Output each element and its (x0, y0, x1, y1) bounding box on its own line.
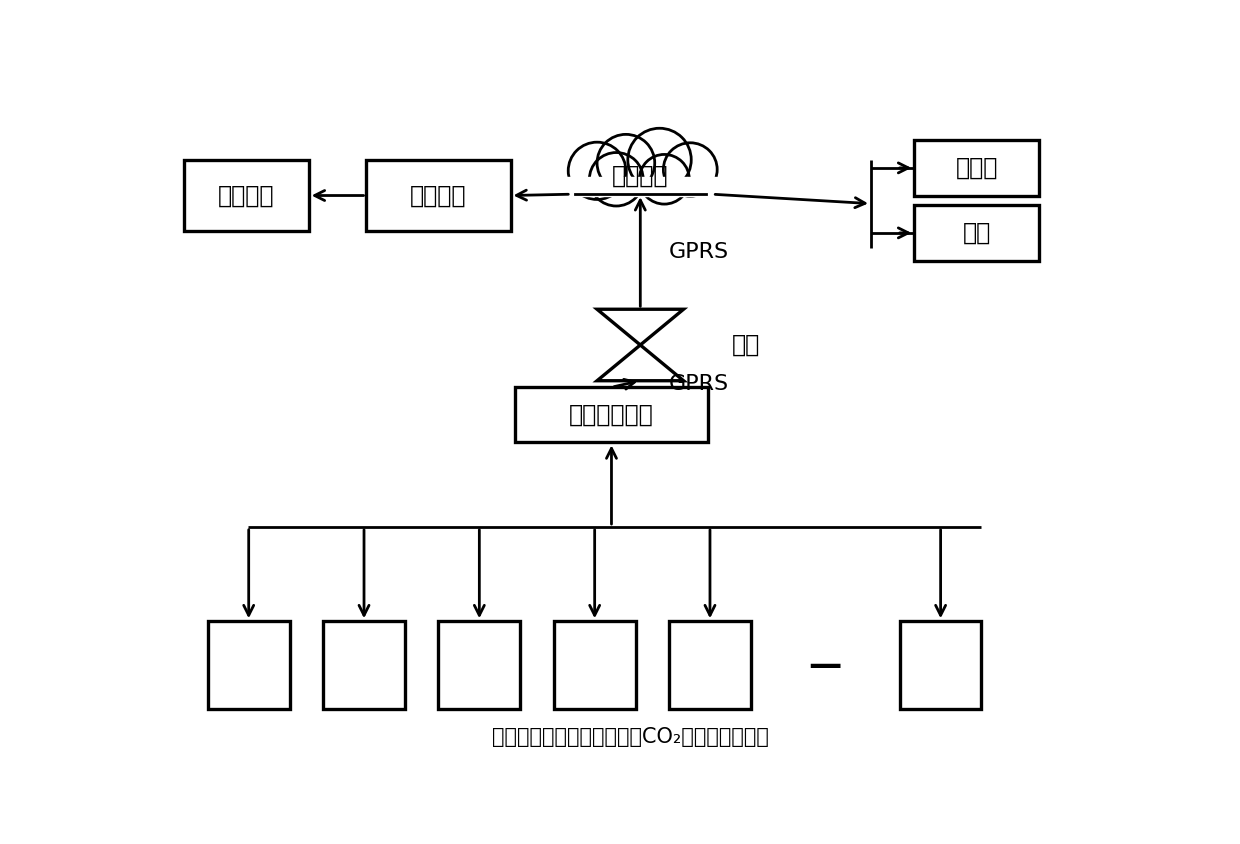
Text: —: — (808, 648, 842, 682)
Text: 云服务器: 云服务器 (613, 164, 668, 188)
Ellipse shape (627, 128, 691, 192)
Bar (324, 621, 404, 709)
Text: 报警: 报警 (962, 221, 991, 245)
Bar (184, 160, 309, 231)
Bar (516, 387, 708, 442)
Bar (367, 160, 511, 231)
Bar (914, 205, 1039, 261)
Bar (439, 621, 521, 709)
Text: GPRS: GPRS (670, 374, 729, 394)
Bar (900, 621, 982, 709)
Ellipse shape (589, 153, 644, 206)
Ellipse shape (663, 143, 717, 197)
Ellipse shape (640, 154, 689, 204)
Bar (914, 140, 1039, 196)
Text: 基站: 基站 (732, 333, 760, 357)
Text: 传感器集中器: 传感器集中器 (569, 403, 653, 427)
Text: 上位机: 上位机 (956, 156, 998, 180)
Text: GPRS: GPRS (670, 241, 729, 262)
Bar (563, 177, 717, 196)
Ellipse shape (568, 142, 626, 199)
Polygon shape (596, 345, 683, 381)
Text: 被控对象: 被控对象 (218, 183, 274, 208)
Bar (208, 621, 290, 709)
Text: 温度、湿度、光照、风速、CO₂、臭氧等传感器: 温度、湿度、光照、风速、CO₂、臭氧等传感器 (492, 727, 769, 747)
Ellipse shape (596, 134, 655, 192)
Bar (670, 621, 750, 709)
Text: 控制系统: 控制系统 (410, 183, 466, 208)
Polygon shape (596, 309, 683, 345)
Bar (554, 621, 636, 709)
